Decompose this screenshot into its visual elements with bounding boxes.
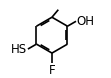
Text: F: F	[49, 64, 55, 77]
Text: OH: OH	[77, 15, 95, 28]
Text: HS: HS	[11, 43, 27, 56]
